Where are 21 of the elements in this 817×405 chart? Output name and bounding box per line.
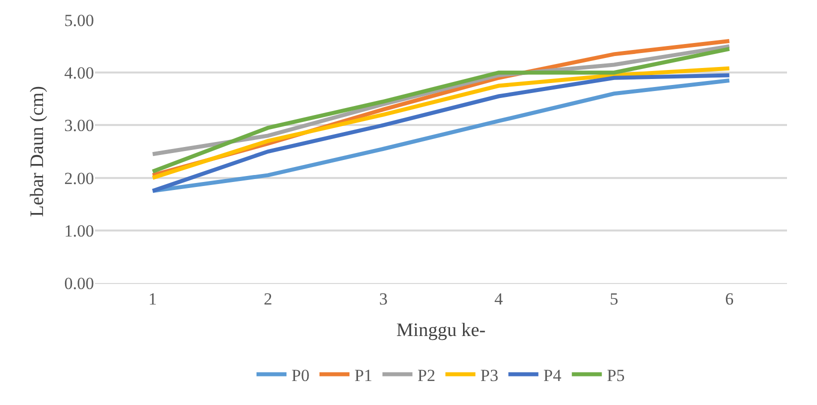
y-tick-label: 1.00 xyxy=(64,221,94,240)
x-tick-label: 5 xyxy=(610,289,618,308)
y-tick-label: 4.00 xyxy=(64,64,94,83)
legend-label: P5 xyxy=(606,366,625,385)
legend-label: P4 xyxy=(543,366,562,385)
y-axis-title: Lebar Daun (cm) xyxy=(27,86,48,217)
legend-label: P2 xyxy=(417,366,436,385)
legend-label: P3 xyxy=(480,366,498,385)
line-series xyxy=(150,66,732,180)
y-tick-label: 2.00 xyxy=(64,168,94,188)
x-tick-label: 6 xyxy=(725,289,734,308)
x-axis-title: Minggu ke- xyxy=(396,320,486,342)
x-tick-label: 2 xyxy=(264,289,272,308)
y-tick-label: 0.00 xyxy=(64,274,94,293)
legend-label: P0 xyxy=(292,366,310,385)
y-tick-label: 3.00 xyxy=(64,116,94,136)
x-tick-label: 3 xyxy=(379,289,388,308)
y-tick-label: 5.00 xyxy=(64,10,94,30)
x-tick-label: 1 xyxy=(148,289,157,308)
x-tick-label: 4 xyxy=(494,289,504,308)
legend-label: P1 xyxy=(354,366,372,385)
